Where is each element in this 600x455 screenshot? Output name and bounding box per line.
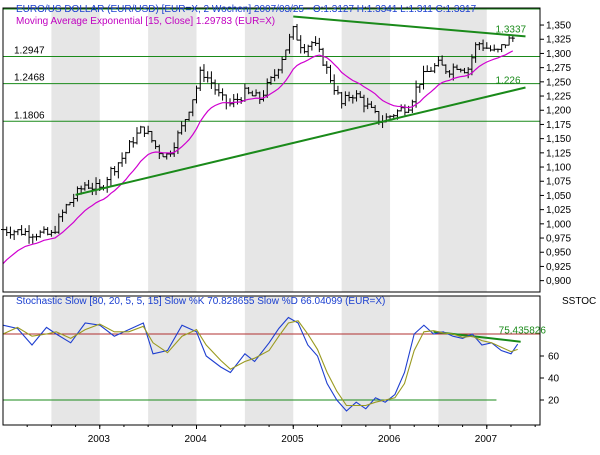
ema-line [2, 50, 514, 265]
price-y-tick-label: 1,050 [546, 191, 571, 202]
level-label: 1.2468 [14, 73, 45, 84]
stoch-y-tick-label: 60 [548, 352, 560, 363]
year-shade-band [244, 8, 294, 292]
year-shade-band [244, 296, 294, 425]
price-y-tick-label: 1,325 [546, 35, 571, 46]
stoch-side-label: SSTOC [562, 296, 596, 307]
price-y-tick-label: 1,100 [546, 163, 571, 174]
price-y-tick-label: 1,225 [546, 92, 571, 103]
stoch-y-tick-label: 20 [548, 396, 560, 407]
year-shade-band [438, 296, 487, 425]
year-shade-band [51, 8, 100, 292]
trendline-label: 1.226 [495, 76, 520, 87]
stoch-title: Stochastic Slow [80, 20, 5, 5, 15] Slow … [16, 296, 385, 307]
price-y-tick-label: 1,000 [546, 219, 571, 230]
price-y-tick-label: 1,250 [546, 77, 571, 88]
trendline [75, 86, 526, 196]
indicator-label: Moving Average Exponential [15, Close] 1… [16, 16, 275, 27]
price-y-tick-label: 0,950 [546, 248, 571, 259]
stoch-panel-frame [2, 295, 541, 426]
price-y-tick-label: 0,900 [546, 276, 571, 287]
year-shade-band [438, 8, 487, 292]
trendline [293, 15, 526, 38]
level-label: 1.2947 [14, 45, 45, 56]
price-y-tick-label: 1,075 [546, 177, 571, 188]
level-label: 1.1806 [14, 110, 45, 121]
x-tick-label: 2006 [378, 434, 401, 445]
year-shade-band [341, 8, 391, 292]
stoch-trendline-label: 75.435826 [499, 326, 547, 337]
price-y-tick-label: 1,300 [546, 49, 571, 60]
year-shade-band [148, 296, 197, 425]
price-y-tick-label: 1,025 [546, 205, 571, 216]
trendline-label: 1.3337 [495, 24, 526, 35]
price-y-tick-label: 1,275 [546, 63, 571, 74]
year-shade-band [341, 296, 391, 425]
x-tick-label: 2003 [88, 434, 111, 445]
price-y-tick-label: 1,175 [546, 120, 571, 131]
price-y-tick-label: 1,200 [546, 106, 571, 117]
price-y-tick-label: 0,975 [546, 234, 571, 245]
chart-title: EURO/US DOLLAR (EUR/USD) [EUR=X, 2 Woche… [16, 4, 477, 15]
x-tick-label: 2007 [475, 434, 498, 445]
stoch-series-line [2, 320, 518, 407]
x-tick-label: 2004 [185, 434, 208, 445]
price-panel-frame [2, 7, 541, 293]
price-y-tick-label: 0,925 [546, 262, 571, 273]
price-y-tick-label: 1,350 [546, 21, 571, 32]
price-y-tick-label: 1,150 [546, 134, 571, 145]
x-tick-label: 2005 [281, 434, 304, 445]
price-y-tick-label: 1,125 [546, 148, 571, 159]
year-shade-band [51, 296, 100, 425]
stoch-y-tick-label: 40 [548, 374, 560, 385]
year-shade-band [148, 8, 197, 292]
